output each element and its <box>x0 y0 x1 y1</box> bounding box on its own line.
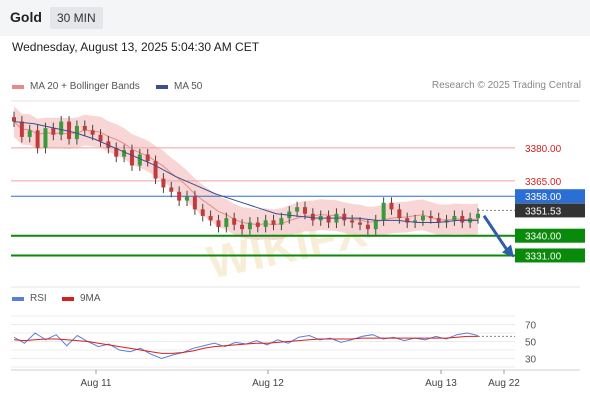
legend-swatch <box>12 84 24 89</box>
candle-body <box>67 121 72 140</box>
rsi-tick-label: 50 <box>525 338 537 349</box>
candle-body <box>389 202 394 210</box>
candle-body <box>59 121 64 135</box>
level-label: 3358.00 <box>525 192 562 203</box>
legend-item-rsi-9ma: 9MA <box>62 293 101 304</box>
candle-body <box>428 215 433 219</box>
candle-body <box>279 218 284 225</box>
ma50-line <box>13 121 478 224</box>
candle-body <box>200 209 205 216</box>
candle-body <box>137 154 142 166</box>
candle-body <box>302 207 307 214</box>
rsi-tick-label: 30 <box>525 355 537 366</box>
candle-body <box>397 209 402 219</box>
candle-body <box>192 196 197 210</box>
level-label-box <box>515 228 585 243</box>
candle-body <box>342 213 347 221</box>
level-label-box <box>515 189 585 204</box>
candle-body <box>381 202 386 221</box>
candle-body <box>145 154 150 162</box>
legend-item-ma50: MA 50 <box>156 81 202 92</box>
legend-item-ma20-bollinger: MA 20 + Bollinger Bands <box>12 81 140 92</box>
candle-body <box>232 218 237 225</box>
candle-body <box>169 187 174 192</box>
x-tick-label: Aug 11 <box>81 378 112 389</box>
rsi-tick-label: 70 <box>525 321 537 332</box>
candle-body <box>19 121 24 137</box>
rsi-line <box>13 332 479 360</box>
legend-label: MA 20 + Bollinger Bands <box>30 81 140 92</box>
candle-body <box>452 215 457 221</box>
candle-body <box>326 215 331 223</box>
candle-body <box>185 196 190 201</box>
candle-body <box>161 178 166 188</box>
candle-body <box>74 125 79 140</box>
candle-body <box>405 218 410 223</box>
candle-body <box>460 215 465 223</box>
candle-body <box>310 213 315 221</box>
candle-body <box>365 224 370 230</box>
candle-body <box>476 213 480 219</box>
candle-body <box>114 147 119 157</box>
legend-swatch <box>156 84 168 89</box>
forecast-arrow-head <box>502 244 514 258</box>
candle-body <box>122 150 127 157</box>
candle-body <box>358 222 363 225</box>
legend-label: 9MA <box>80 293 101 304</box>
candle-body <box>51 128 56 135</box>
level-label: 3331.00 <box>525 251 562 262</box>
candle-body <box>436 218 441 223</box>
level-label-box <box>515 203 585 218</box>
x-tick-label: Aug 13 <box>425 378 457 389</box>
candle-body <box>373 220 378 230</box>
level-label: 3365.00 <box>525 177 562 188</box>
candle-body <box>98 134 103 142</box>
header-bar: Gold 30 MIN <box>0 0 590 36</box>
candle-body <box>208 215 213 221</box>
bollinger-band <box>14 106 478 241</box>
candle-body <box>129 150 134 166</box>
legend-item-rsi: RSI <box>12 293 47 304</box>
legend-label: RSI <box>30 293 47 304</box>
level-label-box <box>515 248 585 263</box>
candle-body <box>43 128 48 148</box>
candle-body <box>350 220 355 223</box>
candle-body <box>413 220 418 223</box>
candle-body <box>153 161 158 179</box>
candle-body <box>263 220 268 227</box>
candle-body <box>247 222 252 230</box>
candle-body <box>27 130 32 137</box>
legend-swatch <box>12 296 24 301</box>
candle-body <box>240 224 245 230</box>
level-label: 3351.53 <box>525 206 562 217</box>
candle-body <box>177 191 182 201</box>
report-datetime: Wednesday, August 13, 2025 5:04:30 AM CE… <box>12 40 260 54</box>
candle-body <box>271 220 276 225</box>
candle-body <box>255 222 260 227</box>
asset-title: Gold <box>10 9 42 25</box>
timeframe-badge[interactable]: 30 MIN <box>50 7 103 29</box>
legend-label: MA 50 <box>174 81 203 92</box>
candle-body <box>90 130 95 135</box>
candle-body <box>216 220 221 227</box>
level-label: 3340.00 <box>525 232 562 243</box>
candle-body <box>295 207 300 212</box>
legend-swatch <box>62 296 74 301</box>
candle-body <box>35 130 40 148</box>
forecast-arrow <box>482 214 510 253</box>
level-label: 3380.00 <box>525 144 562 155</box>
candle-body <box>224 218 229 227</box>
rsi-9ma-line <box>13 335 478 354</box>
candle-body <box>82 125 87 131</box>
research-credit: Research © 2025 Trading Central <box>431 80 581 91</box>
x-tick-label: Aug 22 <box>488 378 520 389</box>
x-tick-label: Aug 12 <box>252 378 284 389</box>
candle-body <box>12 117 16 122</box>
candle-body <box>420 215 425 221</box>
